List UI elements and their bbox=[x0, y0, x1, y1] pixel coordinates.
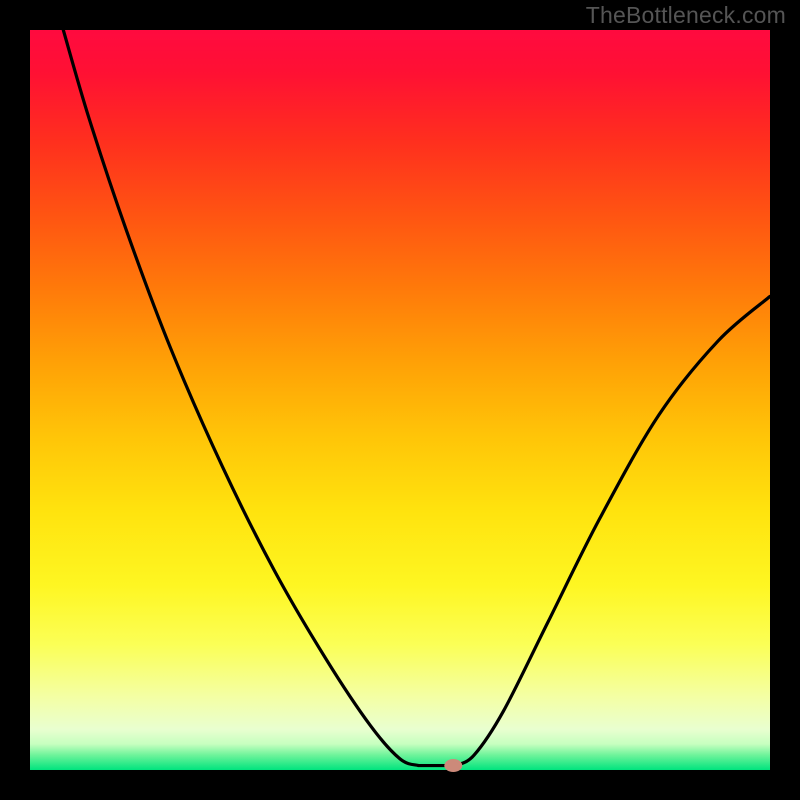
watermark-text: TheBottleneck.com bbox=[586, 2, 786, 29]
optimum-marker bbox=[444, 759, 462, 772]
bottleneck-chart bbox=[0, 0, 800, 800]
chart-container: TheBottleneck.com bbox=[0, 0, 800, 800]
chart-gradient-bg bbox=[30, 30, 770, 770]
